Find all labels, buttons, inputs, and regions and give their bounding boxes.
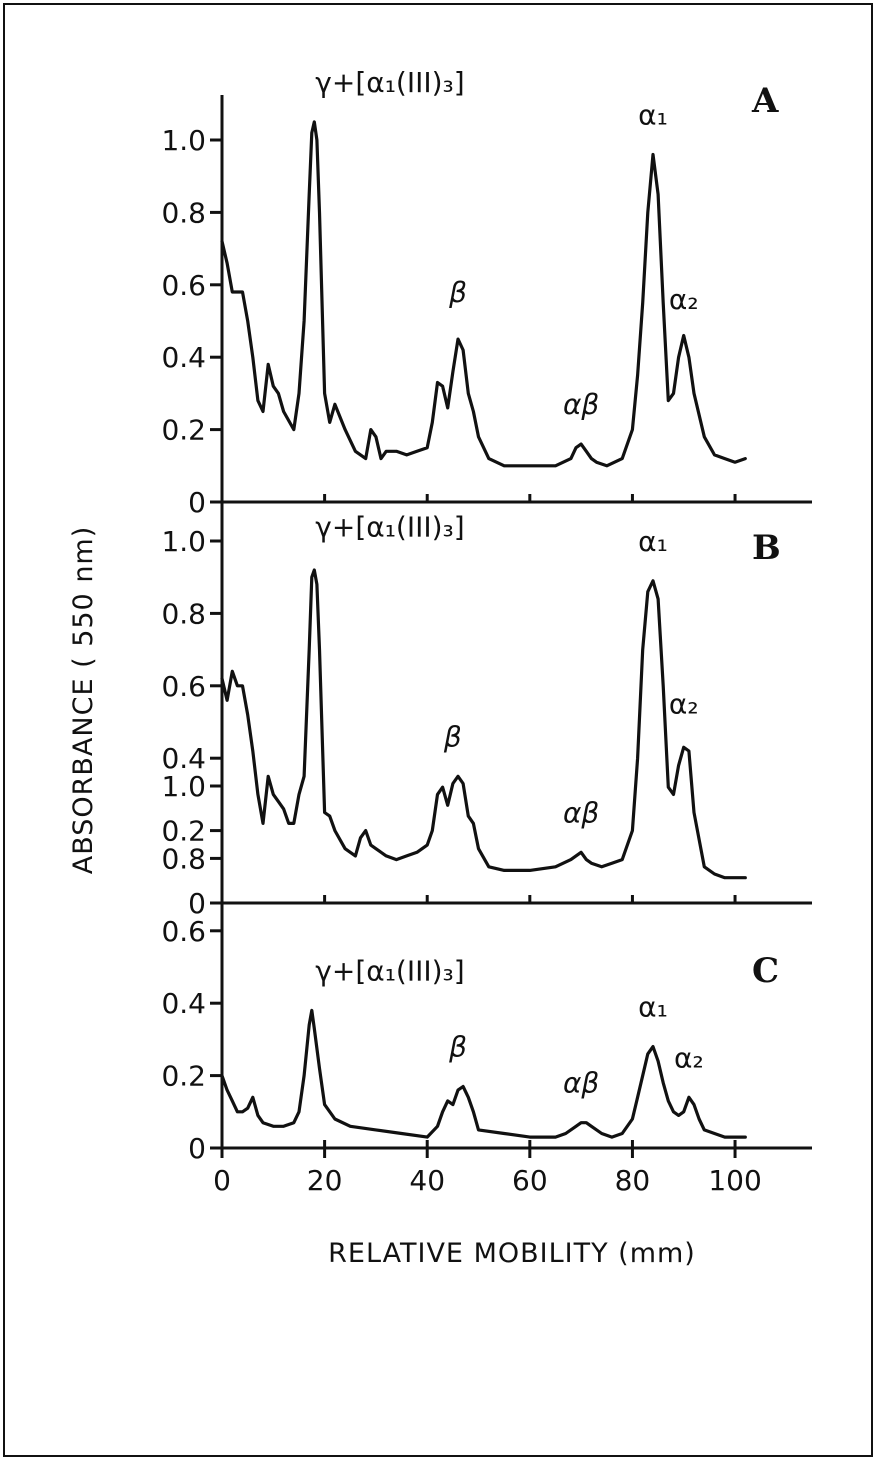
peak-label: α₂ [669,283,699,316]
y-tick-label: 0.4 [161,341,206,374]
y-tick-label: 0.8 [161,842,206,875]
peak-label: γ+[α₁(III)₃] [315,954,464,987]
peak-label: α₁ [638,991,668,1024]
peak-label: β [448,276,467,309]
y-tick-label: 0 [188,887,206,920]
y-tick-label: 0.6 [161,915,206,948]
y-tick-label: 0 [188,1132,206,1165]
y-tick-label: 1.0 [161,770,206,803]
y-tick-label: 0.4 [161,742,206,775]
x-tick-label: 100 [708,1164,761,1197]
x-tick-label: 80 [615,1164,651,1197]
y-tick-label: 0.8 [161,597,206,630]
y-tick-label: 0.8 [161,196,206,229]
y-axis-title: ABSORBANCE ( 550 nm) [68,526,99,875]
trace-panel-b [220,568,747,880]
y-tick-label: 0.2 [161,414,206,447]
panel-letter: B [752,528,781,568]
trace-panel-a [220,120,747,468]
figure-border [3,3,873,1457]
panel-letter: A [751,81,779,121]
trace-panel-c [220,1008,747,1139]
panel-a: 0 0.2 0.4 0.6 0.8 1.0 Aγ+[α₁(III)₃] β αβ α₁ α₂ [161,66,812,519]
x-axis-title: RELATIVE MOBILITY (mm) [328,1238,696,1269]
y-tick-label: 0 [188,486,206,519]
peak-label: α₁ [638,98,668,131]
y-tick-label: 0.4 [161,987,206,1020]
y-tick-label: 0.2 [161,1060,206,1093]
x-tick-label: 0 [213,1164,231,1197]
peak-label: α₂ [669,688,699,721]
peak-label: γ+[α₁(III)₃] [315,510,464,543]
panel-b: 0 0.2 0.4 0.6 0.8 1.0 Bγ+[α₁(III)₃] β αβ α₁ α₂ [161,510,812,920]
y-tick-label: 0.2 [161,815,206,848]
y-tick-label: 0.6 [161,269,206,302]
peak-label: αβ [563,1067,599,1100]
x-tick-label: 40 [409,1164,445,1197]
y-tick-label: 1.0 [161,124,206,157]
panel-letter: C [752,951,779,991]
peak-label: α₁ [638,525,668,558]
y-tick-label: 0.6 [161,670,206,703]
x-tick-label: 60 [512,1164,548,1197]
plot-layer: 00.20.40.60.81.0Aγ+[α₁(III)₃]βαβα₁α₂00.2… [161,66,812,1197]
y-tick-label: 1.0 [161,525,206,558]
peak-label: β [448,1030,467,1063]
peak-label: α₂ [674,1041,704,1074]
peak-label: αβ [563,796,599,829]
x-tick-label: 20 [307,1164,343,1197]
peak-label: αβ [563,388,599,421]
peak-label: β [443,720,462,753]
peak-label: γ+[α₁(III)₃] [315,66,464,99]
